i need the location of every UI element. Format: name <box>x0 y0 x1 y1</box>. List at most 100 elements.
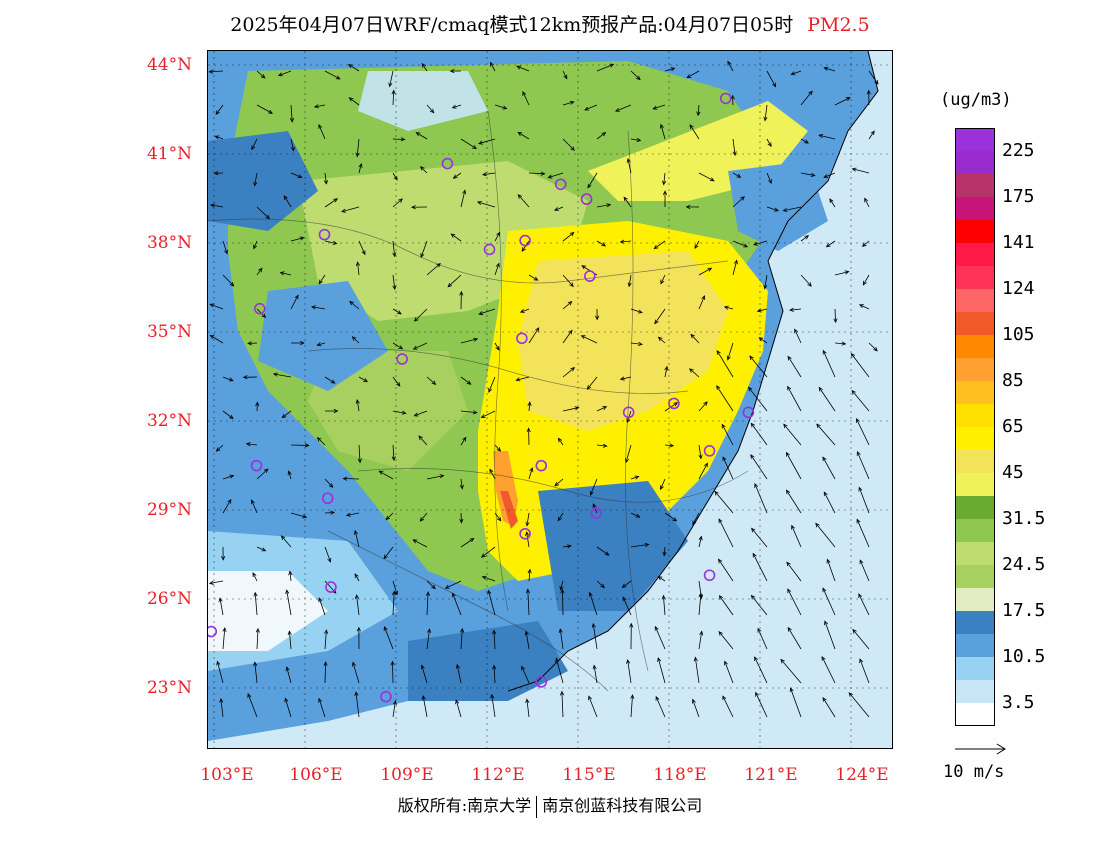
wind-arrow <box>420 664 428 684</box>
wind-arrow <box>718 518 734 548</box>
wind-arrow <box>324 478 334 488</box>
wind-arrow <box>528 467 534 480</box>
wind-arrow <box>557 512 564 522</box>
wind-arrow <box>714 490 734 514</box>
lon-label-106: 106°E <box>289 765 343 785</box>
lon-label-124: 124°E <box>835 765 889 785</box>
wind-arrow <box>208 580 224 585</box>
wind-arrow <box>587 172 598 189</box>
wind-arrow <box>341 206 360 213</box>
wind-arrow <box>716 349 734 378</box>
wind-arrow <box>324 376 336 384</box>
wind-arrow <box>591 622 598 650</box>
colorbar-tick-225: 225 <box>1002 140 1035 161</box>
wind-arrow <box>698 401 708 412</box>
wind-arrow <box>351 336 360 344</box>
wind-arrow <box>780 658 802 684</box>
colorbar-tick-24-5: 24.5 <box>1002 554 1046 575</box>
wind-arrow <box>451 592 462 616</box>
wind-arrow <box>391 444 396 462</box>
wind-arrow <box>358 376 369 383</box>
wind-arrow <box>526 427 531 446</box>
wind-arrow <box>279 271 292 276</box>
city-marker <box>396 353 408 365</box>
wind-arrow <box>355 399 360 412</box>
wind-arrow <box>763 104 768 122</box>
wind-arrow <box>823 172 836 179</box>
wind-arrow <box>724 660 734 684</box>
wind-arrow <box>488 376 496 393</box>
city-marker <box>535 676 548 688</box>
wind-arrow <box>494 262 500 276</box>
wind-arrow <box>861 240 870 247</box>
wind-arrow <box>460 189 467 208</box>
wind-arrow <box>281 410 292 419</box>
wind-arrow <box>415 132 428 140</box>
wind-arrow <box>525 698 530 718</box>
light-area-north <box>358 71 488 131</box>
wind-arrow <box>289 104 295 123</box>
wind-arrow <box>657 657 666 684</box>
lat-label-35: 35°N <box>146 322 192 342</box>
wind-arrow <box>766 172 772 185</box>
wind-arrow <box>318 274 326 285</box>
wind-arrow <box>787 626 802 650</box>
wind-arrow <box>785 451 802 480</box>
wind-arrow <box>653 240 666 250</box>
wind-arrow <box>629 622 634 650</box>
wind-arrow <box>696 104 701 117</box>
wind-arrow <box>450 233 462 242</box>
wind-arrow <box>589 478 598 496</box>
wind-arrow <box>255 627 260 650</box>
wind-arrow <box>691 698 700 718</box>
wind-arrow <box>253 661 258 684</box>
wind-arrow <box>630 341 643 346</box>
wind-arrow <box>353 529 360 548</box>
wind-arrow <box>732 138 737 157</box>
wind-arrow <box>783 423 802 446</box>
wind-arrow <box>596 580 605 589</box>
wind-arrow <box>824 620 836 650</box>
wind-arrow <box>727 60 734 72</box>
city-marker <box>321 492 334 505</box>
wind-arrow <box>421 695 428 718</box>
wind-arrow <box>766 70 777 88</box>
wind-arrow <box>221 546 226 561</box>
light-area-southwest <box>208 571 328 651</box>
wind-arrow <box>324 198 339 208</box>
city-markers <box>208 92 755 703</box>
wind-arrow <box>351 661 360 684</box>
wind-arrow <box>284 697 292 718</box>
city-marker <box>250 459 263 472</box>
blue-patch-east <box>728 161 828 251</box>
wind-arrow <box>460 337 479 344</box>
city-marker <box>519 527 531 540</box>
wind-arrow <box>750 422 768 446</box>
wind-arrow <box>622 596 632 616</box>
colorbar-cell <box>955 473 995 496</box>
wind-arrow <box>698 172 715 182</box>
wind-arrow <box>481 575 496 582</box>
map-frame[interactable] <box>207 50 893 749</box>
wind-arrow <box>856 518 870 548</box>
wind-arrow <box>492 664 497 684</box>
colorbar-cell <box>955 128 995 151</box>
colorbar-cell <box>955 657 995 680</box>
wind-arrow <box>868 70 879 85</box>
city-marker <box>590 507 603 519</box>
wind-arrow <box>862 274 870 286</box>
wind-arrow <box>630 137 642 142</box>
wind-arrow <box>800 138 809 144</box>
wind-arrow <box>209 334 224 344</box>
wind-arrow <box>452 172 462 179</box>
wind-arrow <box>834 97 851 106</box>
wind-arrow <box>355 261 360 276</box>
footer: 版权所有:南京大学 南京创蓝科技有限公司 <box>0 792 1100 818</box>
city-marker <box>703 445 716 457</box>
pm25-map[interactable] <box>208 51 893 749</box>
wind-arrow <box>659 123 666 140</box>
colorbar-cell <box>955 404 995 427</box>
wind-arrow <box>755 691 768 718</box>
wind-arrow <box>749 355 768 378</box>
wind-arrow <box>698 462 708 480</box>
